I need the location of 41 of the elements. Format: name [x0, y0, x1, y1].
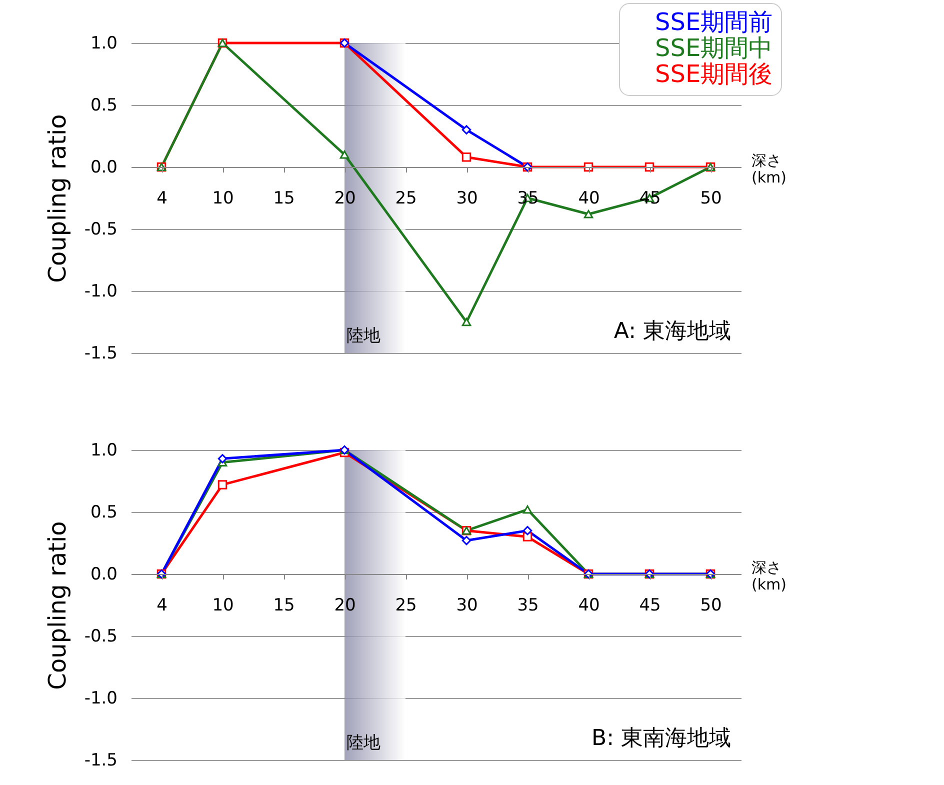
x-tick-label: 10 — [212, 596, 234, 616]
x-tick-label: 40 — [578, 596, 600, 616]
y-tick-label: 0.5 — [90, 502, 118, 522]
x-tick-label: 10 — [212, 188, 234, 208]
x-tick-label: 50 — [700, 188, 722, 208]
x-tick-label: 40 — [578, 188, 600, 208]
x-tick-label: 15 — [273, 188, 295, 208]
y-tick-label: 1.0 — [90, 440, 118, 460]
y-tick-label: -1.0 — [84, 282, 118, 302]
y-tick-label: 0.0 — [90, 158, 118, 178]
x-tick-label: 20 — [334, 188, 356, 208]
x-axis-title: 深さ (km) — [752, 152, 787, 186]
x-axis-title: 深さ (km) — [752, 558, 787, 594]
y-tick-label: -1.0 — [84, 688, 118, 708]
x-tick-label: 50 — [700, 596, 722, 616]
text: SSE期間後 — [655, 60, 773, 88]
x-tick-label: 25 — [395, 188, 417, 208]
y-axis-title: Coupling ratio — [43, 521, 72, 690]
y-axis-title: Coupling ratio — [43, 114, 72, 283]
x-tick-label: 20 — [334, 596, 356, 616]
x-tick-label: 4 — [156, 596, 168, 616]
x-tick-label: 35 — [517, 596, 539, 616]
x-tick-label: 25 — [395, 596, 417, 616]
x-tick-label: 15 — [273, 596, 295, 616]
x-tick-label: 30 — [456, 188, 478, 208]
x-tick-label: 30 — [456, 596, 478, 616]
x-tick-label: 4 — [156, 188, 168, 208]
band-label: 陸地 — [346, 733, 380, 753]
text: SSE期間前 — [655, 8, 773, 36]
annotation: A: 東海地域 — [614, 319, 731, 344]
y-tick-label: -0.5 — [84, 626, 118, 646]
y-tick-label: -1.5 — [84, 344, 118, 364]
y-tick-label: -1.5 — [84, 750, 118, 770]
y-tick-label: 0.0 — [90, 564, 118, 584]
annotation: B: 東南海地域 — [592, 726, 731, 751]
y-tick-label: -0.5 — [84, 220, 118, 240]
text: SSE期間中 — [655, 34, 773, 62]
y-tick-label: 0.5 — [90, 96, 118, 116]
band-label: 陸地 — [346, 326, 380, 346]
x-tick-label: 45 — [639, 596, 661, 616]
y-tick-label: 1.0 — [90, 34, 118, 54]
